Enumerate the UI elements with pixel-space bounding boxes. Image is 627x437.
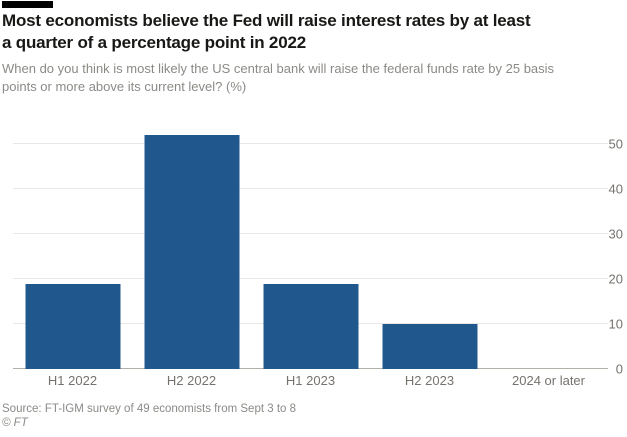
y-axis-labels: 0 10 20 30 40 50 (608, 134, 623, 376)
gridline-20 (13, 278, 608, 279)
ft-copyright: © FT (2, 417, 28, 429)
y-tick-label-30: 30 (608, 226, 623, 242)
gridline-50 (13, 143, 608, 144)
y-tick-label-40: 40 (608, 181, 623, 197)
plot-area: H1 2022 H2 2022 H1 2023 H2 2023 2024 or late… (13, 134, 608, 388)
bar-slot-h1-2023: H1 2023 (251, 134, 370, 388)
bar-slot-h2-2023: H2 2023 (370, 134, 489, 388)
y-tick-label-0: 0 (615, 361, 623, 377)
bar-slot-h1-2022: H1 2022 (13, 134, 132, 388)
y-tick-label-20: 20 (608, 271, 623, 287)
x-tick-label-h1-2022: H1 2022 (47, 373, 98, 388)
chart-subtitle-line-1: When do you think is most likely the US … (2, 61, 555, 76)
x-tick-label-h2-2022: H2 2022 (166, 373, 217, 388)
bar-h2-2022 (144, 135, 239, 369)
x-tick-label-h1-2023: H1 2023 (285, 373, 336, 388)
bar-slot-h2-2022: H2 2022 (132, 134, 251, 388)
bar-chart: H1 2022 H2 2022 H1 2023 H2 2023 2024 or late… (13, 134, 623, 388)
bars-layer: H1 2022 H2 2022 H1 2023 H2 2023 2024 or late… (13, 134, 608, 388)
chart-footer: Source: FT-IGM survey of 49 economists f… (2, 402, 296, 430)
gridline-30 (13, 233, 608, 234)
bar-h2-2023 (382, 324, 477, 369)
y-tick-label-10: 10 (608, 316, 623, 332)
x-tick-label-h2-2023: H2 2023 (404, 373, 455, 388)
y-tick-label-50: 50 (608, 136, 623, 152)
gridline-40 (13, 188, 608, 189)
bar-slot-2024-or-later: 2024 or later (489, 134, 608, 388)
chart-title-line-2: a quarter of a percentage point in 2022 (2, 33, 306, 52)
x-tick-label-2024-or-later: 2024 or later (512, 373, 585, 388)
chart-title-line-1: Most economists believe the Fed will rai… (2, 11, 531, 30)
bar-h1-2023 (263, 283, 358, 369)
chart-subtitle: When do you think is most likely the US … (2, 60, 602, 95)
source-note: Source: FT-IGM survey of 49 economists f… (2, 403, 297, 415)
chart-title: Most economists believe the Fed will rai… (2, 10, 602, 54)
bar-h1-2022 (25, 283, 120, 369)
chart-subtitle-line-2: points or more above its current level? … (2, 78, 247, 94)
ft-black-tab-icon (2, 1, 53, 8)
